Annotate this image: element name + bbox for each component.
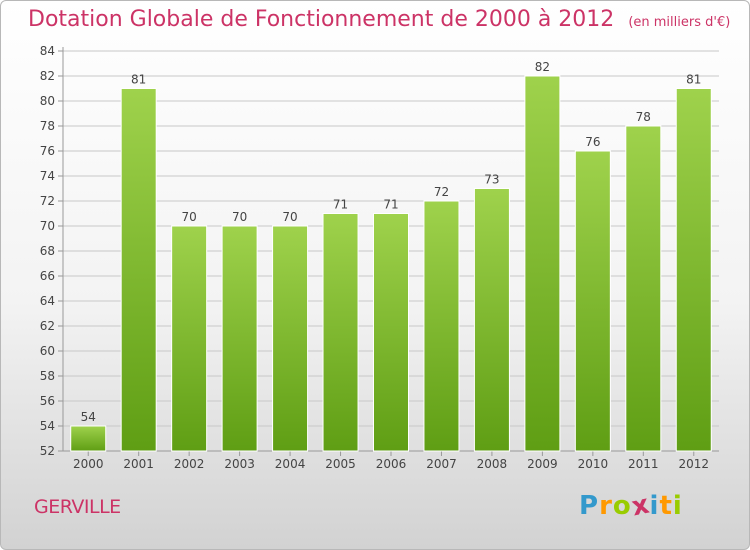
y-tick-label: 80 xyxy=(40,94,55,108)
data-label: 81 xyxy=(686,73,701,87)
data-label: 54 xyxy=(81,410,96,424)
x-tick-label: 2003 xyxy=(224,457,255,471)
logo-letter: r xyxy=(599,491,613,521)
bar xyxy=(423,200,460,452)
y-tick-label: 74 xyxy=(40,169,55,183)
y-tick-label: 78 xyxy=(40,119,55,133)
bar xyxy=(524,75,561,452)
bar xyxy=(221,225,258,452)
bar xyxy=(625,125,662,452)
logo-letter: t xyxy=(659,491,673,521)
x-tick-label: 2007 xyxy=(426,457,457,471)
x-tick-label: 2001 xyxy=(123,457,154,471)
y-tick-label: 58 xyxy=(40,369,55,383)
bar xyxy=(675,88,712,452)
x-tick-label: 2009 xyxy=(527,457,558,471)
data-label: 70 xyxy=(182,210,197,224)
y-tick-label: 82 xyxy=(40,69,55,83)
logo-letter: i xyxy=(649,491,660,521)
data-label: 76 xyxy=(585,135,600,149)
bar xyxy=(171,225,208,452)
bar xyxy=(473,188,510,452)
x-tick-label: 2002 xyxy=(174,457,205,471)
bar xyxy=(70,425,107,452)
y-tick-label: 76 xyxy=(40,144,55,158)
data-label: 71 xyxy=(333,198,348,212)
data-label: 70 xyxy=(232,210,247,224)
bar xyxy=(574,150,611,452)
y-tick-label: 62 xyxy=(40,319,55,333)
data-label: 73 xyxy=(484,173,499,187)
y-tick-label: 84 xyxy=(40,44,55,58)
y-tick-label: 64 xyxy=(40,294,55,308)
x-tick-label: 2011 xyxy=(628,457,659,471)
data-label: 71 xyxy=(383,198,398,212)
commune-name: GERVILLE xyxy=(34,496,121,518)
bar xyxy=(120,88,157,452)
y-tick-label: 54 xyxy=(40,419,55,433)
y-tick-label: 72 xyxy=(40,194,55,208)
y-tick-label: 56 xyxy=(40,394,55,408)
y-tick-label: 68 xyxy=(40,244,55,258)
y-tick-label: 52 xyxy=(40,444,55,458)
bar xyxy=(272,225,309,452)
y-tick-label: 66 xyxy=(40,269,55,283)
data-label: 70 xyxy=(282,210,297,224)
x-tick-label: 2010 xyxy=(578,457,609,471)
logo-letter: o xyxy=(612,491,632,521)
x-tick-label: 2005 xyxy=(325,457,356,471)
y-tick-label: 70 xyxy=(40,219,55,233)
x-tick-label: 2012 xyxy=(678,457,709,471)
data-label: 78 xyxy=(636,110,651,124)
bar xyxy=(322,213,359,452)
data-label: 81 xyxy=(131,73,146,87)
logo-letter: i xyxy=(672,491,683,521)
data-label: 82 xyxy=(535,60,550,74)
chart-title: Dotation Globale de Fonctionnement de 20… xyxy=(28,7,730,32)
data-labels: 54 81 70 70 70 71 71 72 73 82 76 78 81 xyxy=(81,60,702,424)
chart-title-text: Dotation Globale de Fonctionnement de 20… xyxy=(28,7,615,32)
y-tick-label: 60 xyxy=(40,344,55,358)
bar xyxy=(373,213,409,452)
x-tick-label: 2006 xyxy=(376,457,407,471)
bars xyxy=(70,75,712,452)
data-label: 72 xyxy=(434,185,449,199)
unit-note: (en milliers d'€) xyxy=(628,15,731,30)
proxiti-logo[interactable]: Proxiti xyxy=(579,489,683,522)
x-tick-label: 2000 xyxy=(73,457,104,471)
x-tick-label: 2004 xyxy=(275,457,306,471)
x-tick-label: 2008 xyxy=(477,457,508,471)
logo-letter: P xyxy=(579,491,600,521)
